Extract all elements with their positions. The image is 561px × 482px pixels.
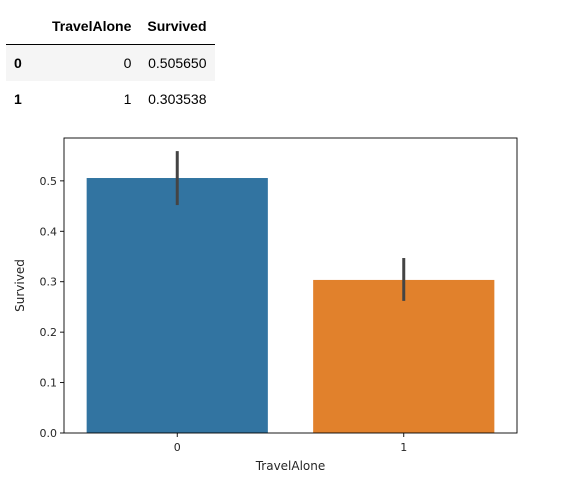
table-row: 1 1 0.303538 [6,81,215,117]
y-tick-label: 0.0 [40,427,58,440]
row-index: 1 [14,91,22,107]
y-tick-label: 0.5 [40,175,58,188]
bar-1 [313,279,495,433]
row-index: 0 [14,55,22,71]
y-tick-label: 0.4 [40,225,58,238]
cell-travelalone: 0 [123,55,132,71]
bars-layer [86,178,495,433]
index-header [6,8,44,45]
y-tick-label: 0.1 [40,377,58,390]
y-axis-ticks: 0.0 0.1 0.2 0.3 0.4 0.5 [40,175,64,440]
column-header-survived: Survived [139,8,215,45]
y-tick-label: 0.3 [40,276,58,289]
cell-survived: 0.303538 [148,91,207,107]
plot-frame [63,137,518,434]
table-row: 0 0 0.505650 [6,44,215,81]
error-bars-layer [175,151,406,301]
table-header-row: TravelAlone Survived [6,8,215,45]
cell-survived: 0.505650 [148,55,207,71]
y-tick-label: 0.2 [40,326,58,339]
x-tick-label: 1 [400,441,407,454]
column-header-travelalone: TravelAlone [44,8,140,45]
y-axis-label: Survived [13,259,27,312]
x-axis-label: TravelAlone [255,459,326,473]
cell-travelalone: 1 [123,91,132,107]
dataframe-table: TravelAlone Survived 0 0 0.505650 1 1 0.… [6,8,215,117]
x-tick-label: 0 [174,441,181,454]
bar-0 [86,178,268,433]
